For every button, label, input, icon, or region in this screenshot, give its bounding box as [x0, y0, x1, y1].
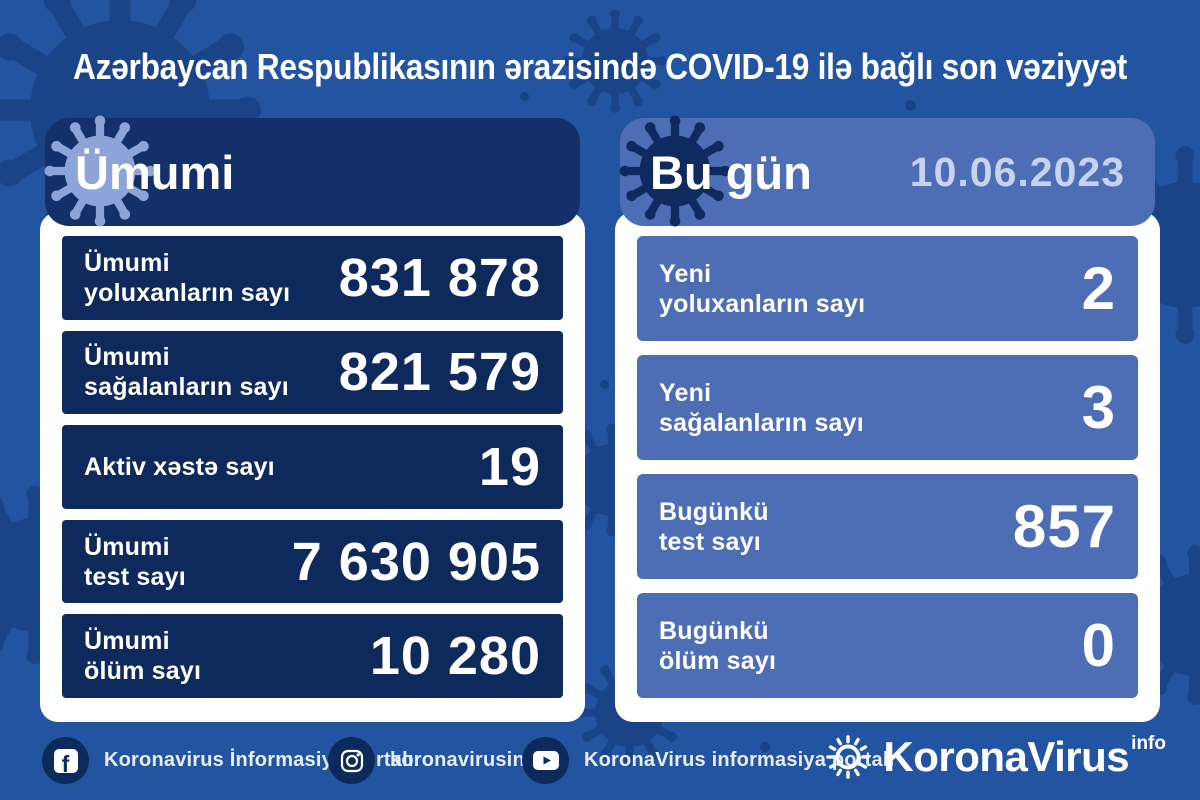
- stat-label: Yeni yoluxanların sayı: [659, 259, 865, 319]
- stat-row-today-deaths: Bugünkü ölüm sayı 0: [637, 593, 1138, 698]
- stat-label: Aktiv xəstə sayı: [84, 452, 275, 482]
- panel-today: Bu gün 10.06.2023 Yeni yoluxanların sayı…: [615, 118, 1160, 722]
- stat-label: Yeni sağalanların sayı: [659, 378, 864, 438]
- youtube-link[interactable]: KoronaVirus informasiya portalı: [522, 737, 894, 784]
- youtube-icon: [522, 737, 569, 784]
- stat-row-total-infected: Ümumi yoluxanların sayı 831 878: [62, 236, 563, 320]
- virus-sun-icon: [826, 735, 871, 779]
- stat-row-new-infected: Yeni yoluxanların sayı 2: [637, 236, 1138, 341]
- facebook-icon: f: [42, 737, 89, 784]
- stat-row-total-deaths: Ümumi ölüm sayı 10 280: [62, 614, 563, 698]
- stat-label: Bugünkü test sayı: [659, 497, 769, 557]
- stat-label: Ümumi sağalanların sayı: [84, 342, 289, 402]
- stat-row-today-tests: Bugünkü test sayı 857: [637, 474, 1138, 579]
- stat-value: 821 579: [338, 342, 541, 403]
- stat-label: Ümumi ölüm sayı: [84, 626, 201, 686]
- stat-label: Ümumi yoluxanların sayı: [84, 248, 290, 308]
- instagram-label: koronavirusinfoaz: [390, 749, 566, 771]
- panel-total: Ümumi Ümumi yoluxanların sayı 831 878 Üm…: [40, 118, 585, 722]
- page-title: Azərbaycan Respublikasının ərazisində CO…: [72, 46, 1127, 87]
- stat-label-line: Ümumi: [84, 248, 170, 277]
- panel-today-title: Bu gün: [650, 145, 812, 199]
- stat-label-line: test sayı: [659, 527, 761, 556]
- stat-value: 7 630 905: [291, 531, 541, 592]
- panel-today-header: Bu gün 10.06.2023: [620, 118, 1155, 226]
- logo-text: KoronaVirus: [883, 733, 1130, 781]
- panel-total-header: Ümumi: [45, 118, 580, 226]
- instagram-icon: [328, 737, 375, 784]
- logo-superscript: info: [1131, 733, 1166, 755]
- stat-label-line: Yeni: [659, 378, 712, 407]
- stat-value: 857: [1012, 493, 1116, 560]
- stat-value: 0: [1081, 612, 1116, 679]
- stat-label-line: Aktiv xəstə sayı: [84, 452, 275, 481]
- stat-label-line: yoluxanların sayı: [659, 289, 866, 318]
- stat-label-line: ölüm sayı: [659, 646, 777, 675]
- stat-value: 19: [478, 436, 541, 497]
- dot-decoration: [905, 100, 916, 111]
- stat-label-line: test sayı: [84, 562, 186, 591]
- logo-wordmark: KoronaVirus info: [883, 733, 1166, 781]
- stat-row-total-tests: Ümumi test sayı 7 630 905: [62, 519, 563, 604]
- stat-row-active-cases: Aktiv xəstə sayı 19: [62, 425, 563, 509]
- stat-value: 2: [1081, 255, 1116, 322]
- dot-decoration: [520, 92, 529, 101]
- stat-label-line: Yeni: [659, 259, 712, 288]
- instagram-link[interactable]: koronavirusinfoaz: [328, 737, 566, 784]
- stat-row-total-recovered: Ümumi sağalanların sayı 821 579: [62, 330, 563, 415]
- stat-label-line: Bugünkü: [659, 616, 769, 645]
- stat-value: 10 280: [369, 626, 541, 687]
- dot-decoration: [600, 380, 609, 389]
- stat-row-new-recovered: Yeni sağalanların sayı 3: [637, 355, 1138, 460]
- panel-today-body: Yeni yoluxanların sayı 2 Yeni sağalanlar…: [615, 212, 1160, 722]
- report-date: 10.06.2023: [909, 148, 1125, 195]
- youtube-label: KoronaVirus informasiya portalı: [584, 749, 895, 771]
- stat-label: Ümumi test sayı: [84, 532, 186, 592]
- stat-label-line: sağalanların sayı: [84, 373, 289, 402]
- panel-total-body: Ümumi yoluxanların sayı 831 878 Ümumi sa…: [40, 212, 585, 722]
- stat-label-line: yoluxanların sayı: [84, 278, 291, 307]
- stat-label-line: Ümumi: [84, 627, 170, 656]
- koronavirus-info-logo: KoronaVirus info: [825, 734, 1166, 780]
- stat-value: 3: [1081, 374, 1116, 441]
- panel-total-title: Ümumi: [75, 145, 235, 199]
- stat-label-line: sağalanların sayı: [659, 408, 864, 437]
- stat-label-line: ölüm sayı: [84, 657, 202, 686]
- stat-label-line: Bugünkü: [659, 497, 769, 526]
- stat-label: Bugünkü ölüm sayı: [659, 616, 776, 676]
- stat-label-line: Ümumi: [84, 532, 170, 561]
- stat-value: 831 878: [338, 247, 541, 308]
- stat-label-line: Ümumi: [84, 343, 170, 372]
